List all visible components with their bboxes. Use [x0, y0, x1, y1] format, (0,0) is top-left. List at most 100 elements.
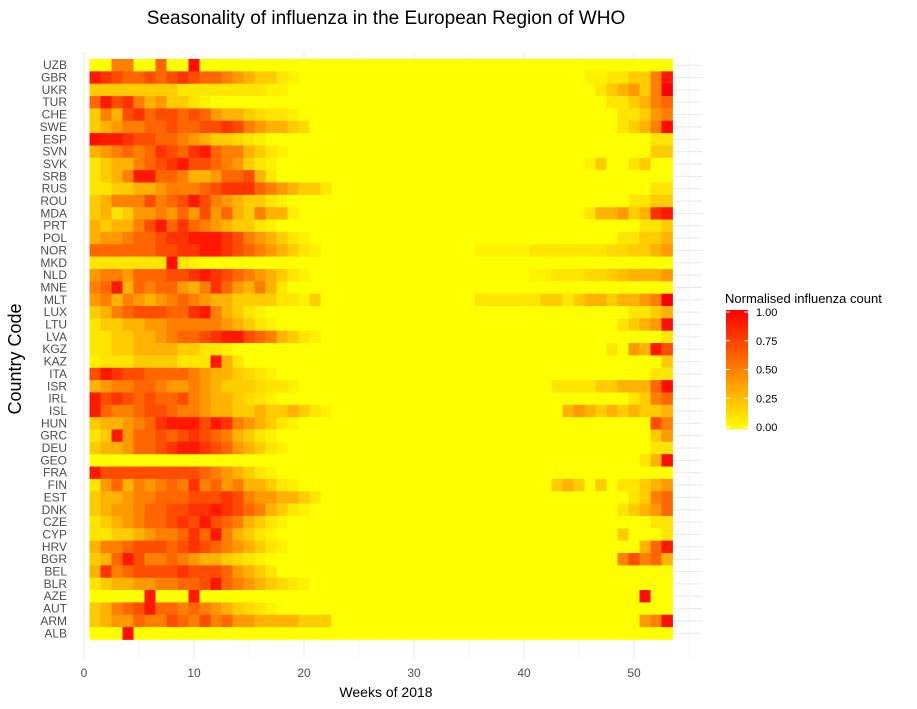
- heatmap-cell: [89, 256, 101, 270]
- heatmap-cell: [529, 491, 541, 504]
- heatmap-cell: [397, 83, 409, 97]
- heatmap-cell: [166, 293, 178, 307]
- heatmap-cell: [573, 565, 585, 579]
- heatmap-cell: [628, 441, 640, 455]
- heatmap-cell: [100, 170, 112, 183]
- heatmap-cell: [155, 528, 167, 542]
- heatmap-cell: [474, 194, 486, 208]
- heatmap-cell: [111, 120, 123, 134]
- heatmap-cell: [265, 318, 277, 332]
- heatmap-cell: [254, 590, 266, 603]
- heatmap-cell: [100, 404, 112, 418]
- heatmap-cell: [133, 71, 145, 85]
- heatmap-cell: [397, 330, 409, 344]
- heatmap-cell: [496, 256, 508, 270]
- heatmap-cell: [408, 367, 420, 381]
- heatmap-cell: [221, 182, 233, 196]
- heatmap-cell: [617, 441, 629, 455]
- heatmap-cell: [650, 392, 662, 406]
- heatmap-cell: [419, 59, 431, 72]
- heatmap-cell: [133, 145, 145, 159]
- heatmap-cell: [606, 565, 618, 579]
- heatmap-cell: [639, 59, 651, 72]
- heatmap-cell: [309, 565, 321, 579]
- heatmap-cell: [122, 503, 134, 517]
- heatmap-cell: [452, 577, 464, 591]
- heatmap-cell: [133, 491, 145, 504]
- heatmap-cell: [144, 133, 156, 146]
- heatmap-cell: [100, 540, 112, 554]
- heatmap-cell: [430, 528, 442, 542]
- heatmap-cell: [309, 602, 321, 616]
- heatmap-cell: [617, 330, 629, 344]
- heatmap-cell: [320, 231, 332, 245]
- heatmap-cell: [485, 96, 497, 109]
- heatmap-cell: [441, 256, 453, 270]
- heatmap-cell: [122, 528, 134, 542]
- heatmap-cell: [441, 553, 453, 566]
- heatmap-cell: [265, 343, 277, 356]
- heatmap-cell: [430, 367, 442, 381]
- heatmap-cell: [540, 306, 552, 319]
- heatmap-cell: [661, 182, 673, 196]
- heatmap-cell: [661, 293, 673, 307]
- heatmap-cell: [243, 404, 255, 418]
- heatmap-cell: [265, 466, 277, 480]
- heatmap-cell: [507, 59, 519, 72]
- heatmap-cell: [518, 491, 530, 504]
- heatmap-cell: [166, 454, 178, 467]
- heatmap-cell: [144, 417, 156, 430]
- heatmap-cell: [232, 478, 244, 492]
- heatmap-cell: [375, 256, 387, 270]
- heatmap-cell: [573, 194, 585, 208]
- heatmap-cell: [188, 231, 200, 245]
- heatmap-cell: [617, 182, 629, 196]
- heatmap-cell: [155, 231, 167, 245]
- heatmap-cell: [650, 355, 662, 369]
- heatmap-cell: [518, 404, 530, 418]
- heatmap-cell: [309, 503, 321, 517]
- heatmap-cell: [562, 59, 574, 72]
- heatmap-cell: [144, 491, 156, 504]
- heatmap-cell: [595, 281, 607, 295]
- heatmap-cell: [661, 367, 673, 381]
- heatmap-cell: [628, 343, 640, 356]
- heatmap-cell: [320, 466, 332, 480]
- heatmap-cell: [188, 380, 200, 393]
- heatmap-cell: [177, 491, 189, 504]
- heatmap-cell: [661, 343, 673, 356]
- heatmap-cell: [254, 120, 266, 134]
- heatmap-cell: [100, 491, 112, 504]
- heatmap-cell: [452, 96, 464, 109]
- heatmap-cell: [628, 293, 640, 307]
- heatmap-cell: [100, 441, 112, 455]
- heatmap-cell: [331, 194, 343, 208]
- heatmap-cell: [606, 108, 618, 122]
- heatmap-cell: [639, 157, 651, 171]
- heatmap-cell: [397, 491, 409, 504]
- heatmap-cell: [287, 441, 299, 455]
- heatmap-cell: [408, 330, 420, 344]
- heatmap-cell: [254, 145, 266, 159]
- heatmap-cell: [397, 120, 409, 134]
- heatmap-cell: [419, 133, 431, 146]
- heatmap-cell: [397, 244, 409, 257]
- heatmap-cell: [265, 306, 277, 319]
- y-tick-label: FIN: [48, 478, 67, 492]
- heatmap-cell: [210, 392, 222, 406]
- heatmap-cell: [265, 404, 277, 418]
- heatmap-cell: [452, 466, 464, 480]
- heatmap-cell: [243, 553, 255, 566]
- heatmap-cell: [661, 96, 673, 109]
- heatmap-cell: [287, 71, 299, 85]
- heatmap-cell: [507, 392, 519, 406]
- heatmap-cell: [309, 244, 321, 257]
- heatmap-cell: [485, 590, 497, 603]
- heatmap-cell: [375, 367, 387, 381]
- heatmap-cell: [331, 207, 343, 220]
- heatmap-cell: [287, 306, 299, 319]
- heatmap-cell: [474, 429, 486, 443]
- heatmap-cell: [287, 318, 299, 332]
- heatmap-cell: [243, 380, 255, 393]
- heatmap-cell: [496, 380, 508, 393]
